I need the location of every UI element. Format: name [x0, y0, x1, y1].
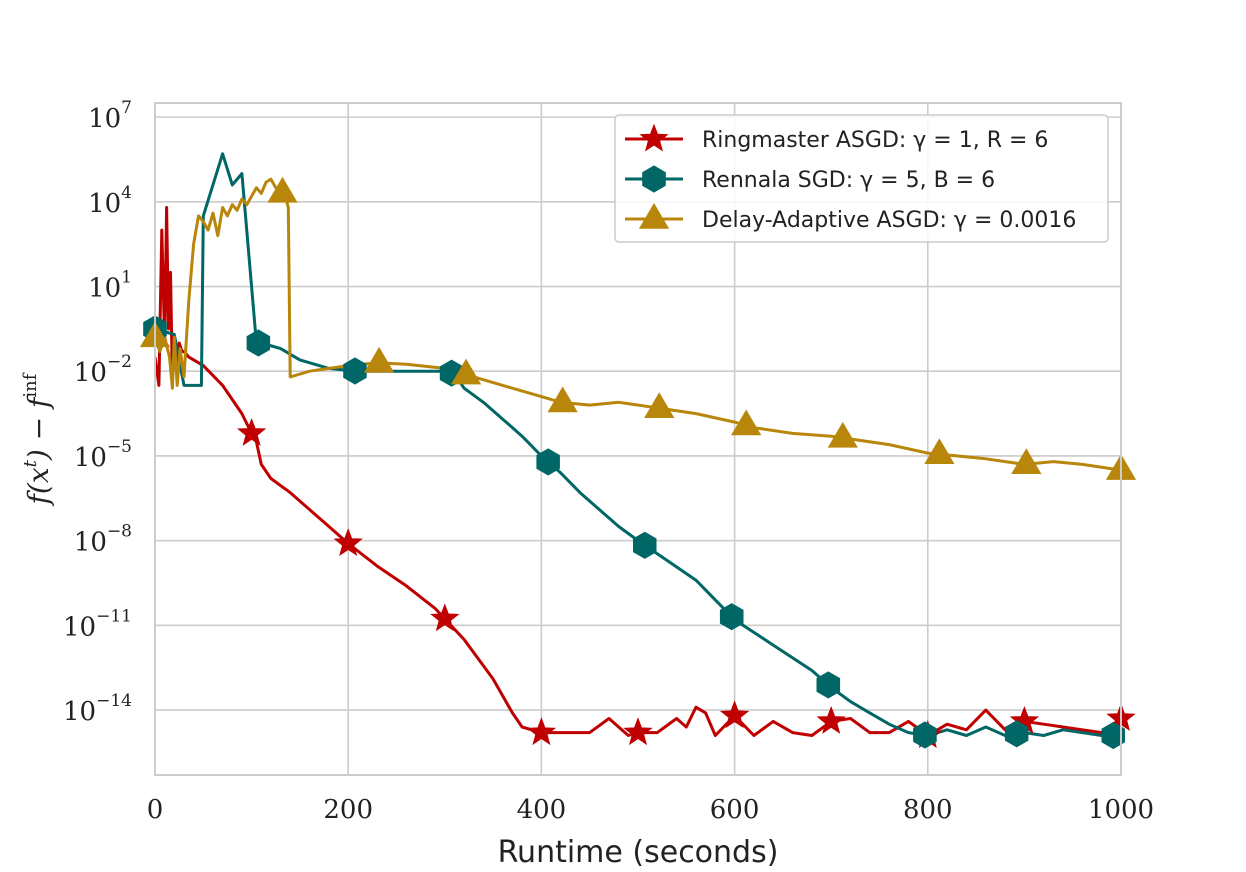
legend-label: Rennala SGD: γ = 5, B = 6 — [702, 168, 995, 193]
y-tick-label: 10−11 — [63, 606, 132, 642]
data-point-star — [719, 700, 750, 729]
data-point-hexagon — [816, 671, 841, 699]
legend-marker-star — [639, 123, 669, 152]
x-tick-label: 800 — [903, 795, 953, 825]
data-point-star — [623, 717, 653, 746]
data-point-hexagon — [719, 603, 744, 631]
y-tick-label: 10−5 — [74, 437, 132, 473]
data-point-hexagon — [343, 357, 367, 385]
y-tick-label: 10−14 — [63, 691, 132, 727]
x-tick-label: 400 — [517, 795, 567, 825]
y-axis-label: f(xt) − finf — [20, 372, 55, 506]
y-tick-label: 101 — [88, 268, 132, 304]
data-point-triangle — [547, 386, 578, 413]
x-tick-label: 0 — [147, 795, 164, 825]
data-point-hexagon — [536, 448, 560, 476]
legend-entries: Ringmaster ASGD: γ = 1, R = 6 Rennala SGD… — [625, 123, 1076, 233]
series-markers — [139, 176, 1137, 750]
legend-marker-triangle — [638, 203, 670, 229]
x-tick-label: 200 — [323, 795, 373, 825]
x-tick-label: 600 — [710, 795, 760, 825]
y-tick-label: 104 — [88, 183, 132, 219]
data-point-hexagon — [913, 721, 937, 749]
x-axis-label: Runtime (seconds) — [498, 835, 779, 870]
data-point-star — [236, 417, 267, 446]
data-point-star — [430, 603, 460, 632]
data-point-triangle — [827, 421, 858, 448]
legend-marker-hexagon — [642, 165, 666, 193]
data-point-hexagon — [1101, 721, 1125, 750]
y-tick-label: 107 — [88, 98, 132, 134]
data-point-triangle — [267, 176, 298, 203]
x-tick-label: 1000 — [1088, 795, 1154, 825]
data-point-star — [816, 705, 846, 734]
data-point-star — [526, 717, 557, 746]
plot-frame — [154, 102, 1122, 776]
data-point-hexagon — [633, 531, 657, 559]
legend-label: Delay-Adaptive ASGD: γ = 0.0016 — [702, 208, 1076, 233]
legend-label: Ringmaster ASGD: γ = 1, R = 6 — [702, 128, 1048, 153]
legend: Ringmaster ASGD: γ = 1, R = 6 Rennala SGD… — [614, 114, 1109, 243]
data-point-star — [333, 528, 363, 556]
y-tick-labels: 107 104 101 10−2 10−5 10−8 10−11 10−14 — [63, 98, 132, 727]
data-point-triangle — [1011, 448, 1042, 475]
data-point-hexagon — [246, 329, 271, 357]
data-point-triangle — [924, 438, 955, 465]
x-tick-labels: 0 200 400 600 800 1000 — [147, 795, 1154, 825]
data-point-hexagon — [1004, 720, 1029, 748]
data-point-triangle — [644, 392, 675, 419]
data-point-triangle — [363, 346, 395, 373]
y-tick-label: 10−8 — [74, 522, 132, 558]
y-tick-label: 10−2 — [74, 352, 132, 388]
data-point-triangle — [731, 409, 762, 436]
legend-box — [614, 114, 1109, 243]
data-point-triangle — [450, 358, 482, 385]
